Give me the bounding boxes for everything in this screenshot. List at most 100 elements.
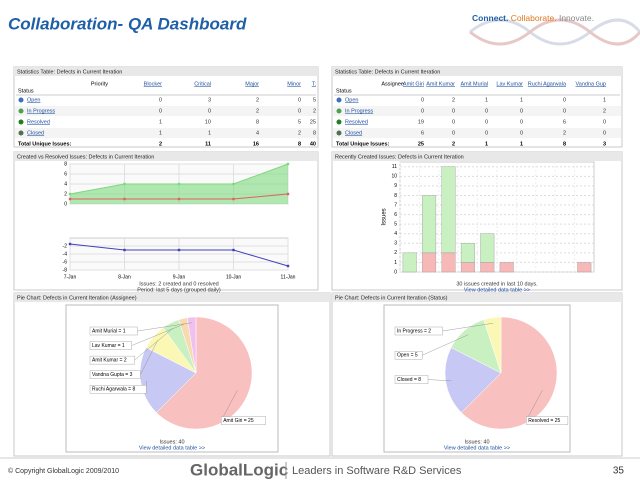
tagline-part: Collaborate. — [511, 13, 557, 23]
cell: 0 — [520, 130, 523, 136]
column-header: Blocker — [144, 81, 163, 87]
leader-line — [427, 379, 452, 382]
pie-slice — [139, 347, 197, 413]
cell: 0 — [485, 130, 488, 136]
chart-note: View detailed data table >> — [464, 287, 530, 293]
cell: 5 — [313, 97, 316, 103]
cell: 0 — [603, 130, 606, 136]
point — [68, 197, 72, 201]
leader-line — [221, 390, 238, 421]
x-tick-label: 7-Jan — [64, 274, 77, 280]
total-cell: 1 — [520, 141, 523, 147]
cell: 1 — [159, 130, 162, 136]
panel-title: Created vs Resolved Issues: Defects in C… — [17, 154, 154, 160]
chart-note: Issues: 40 — [464, 439, 489, 445]
dna-decoration — [469, 18, 640, 46]
bar — [577, 262, 592, 273]
row-label: Resolved — [27, 119, 50, 125]
y2-tick-label: -2 — [63, 243, 68, 249]
cell: 1 — [603, 97, 606, 103]
point — [123, 248, 126, 252]
slice-label-box — [89, 355, 135, 365]
panel-header — [332, 67, 622, 76]
y-tick-label: 3 — [394, 241, 397, 247]
column-header: Vandna Gup — [576, 81, 606, 87]
slice-label: Vandna Gupta = 3 — [92, 372, 133, 378]
cell: 2 — [298, 130, 301, 136]
panel-header — [14, 293, 330, 302]
point — [68, 192, 72, 196]
y-tick-label: 4 — [64, 181, 67, 187]
tagline: Connect. Collaborate. Innovate. — [472, 13, 594, 23]
point — [232, 248, 235, 252]
row-label: Closed — [345, 130, 362, 136]
y2-tick-label: -8 — [63, 267, 68, 273]
point — [232, 197, 235, 201]
cell: 2 — [603, 108, 606, 114]
total-cell: 16 — [253, 141, 259, 147]
bar — [499, 262, 514, 273]
y-tick-label: 4 — [394, 231, 397, 237]
y-tick-label: 0 — [394, 269, 397, 275]
slice-label: Amit Murial = 1 — [92, 328, 126, 334]
pie-slice — [156, 316, 253, 430]
bar — [402, 252, 417, 273]
slice-label-box — [394, 351, 423, 360]
slice-label-box — [394, 326, 443, 336]
total-cell: 1 — [485, 141, 488, 147]
cell: 2 — [563, 130, 566, 136]
status-icon — [18, 119, 24, 125]
y-tick-label: 5 — [394, 222, 397, 228]
column-header: Lav Kumar — [496, 81, 523, 87]
bar — [422, 195, 437, 254]
column-header: Amit Kumar — [426, 81, 455, 87]
row-label: Open — [27, 97, 40, 103]
y-tick-label: 7 — [394, 202, 397, 208]
copyright: © Copyright GlobalLogic 2009/2010 — [8, 467, 119, 475]
column-header: Critical — [194, 81, 211, 87]
dna-decoration — [469, 18, 640, 46]
cell: 0 — [563, 97, 566, 103]
cell: 2 — [256, 97, 259, 103]
cell: 2 — [313, 108, 316, 114]
chart-note: Issues: 2 created and 0 resolved — [139, 281, 219, 287]
panel-title: Statistics Table: Defects in Current Ite… — [335, 69, 440, 75]
cell: 3 — [208, 97, 211, 103]
panel-title: Statistics Table: Defects in Current Ite… — [17, 69, 122, 75]
cell: 0 — [452, 130, 455, 136]
panel-header — [332, 152, 622, 161]
leader-line — [442, 323, 494, 332]
column-header: Amit Giri — [403, 81, 424, 87]
slice-label-box — [89, 326, 138, 336]
leader-line — [526, 390, 543, 421]
leader-line — [422, 334, 469, 356]
tagline-part: Connect. — [472, 13, 508, 23]
panel-title: Pie Chart: Defects in Current Iteration … — [17, 295, 137, 301]
brand: GlobalLogic — [190, 460, 288, 479]
x-tick-label: 11-Jan — [281, 274, 296, 280]
row-stripe — [15, 128, 317, 138]
cell: 25 — [310, 119, 316, 125]
cell: 5 — [298, 119, 301, 125]
total-label: Total Unique Issues: — [336, 141, 390, 147]
panel-header — [14, 152, 318, 161]
slice-label-box — [89, 370, 141, 379]
y2-tick-label: -6 — [63, 259, 68, 265]
y-tick-label: 2 — [64, 191, 67, 197]
bar — [441, 252, 456, 273]
bar — [480, 262, 495, 273]
y-tick-label: 9 — [394, 183, 397, 189]
row-label: Open — [345, 97, 358, 103]
x-tick-label: 9-Jan — [173, 274, 186, 280]
pie-slice — [483, 316, 502, 374]
cell: 0 — [298, 97, 301, 103]
y-axis-label: Issues — [382, 208, 388, 225]
cell: 0 — [208, 108, 211, 114]
column-header: Major — [245, 81, 259, 87]
point — [123, 197, 126, 201]
chart-note: Period: last 5 days (grouped daily) — [137, 287, 221, 293]
row-label: In Progress — [27, 108, 55, 114]
cell: 0 — [485, 108, 488, 114]
tagline-part: Innovate. — [559, 13, 594, 23]
total-cell: 25 — [418, 141, 424, 147]
